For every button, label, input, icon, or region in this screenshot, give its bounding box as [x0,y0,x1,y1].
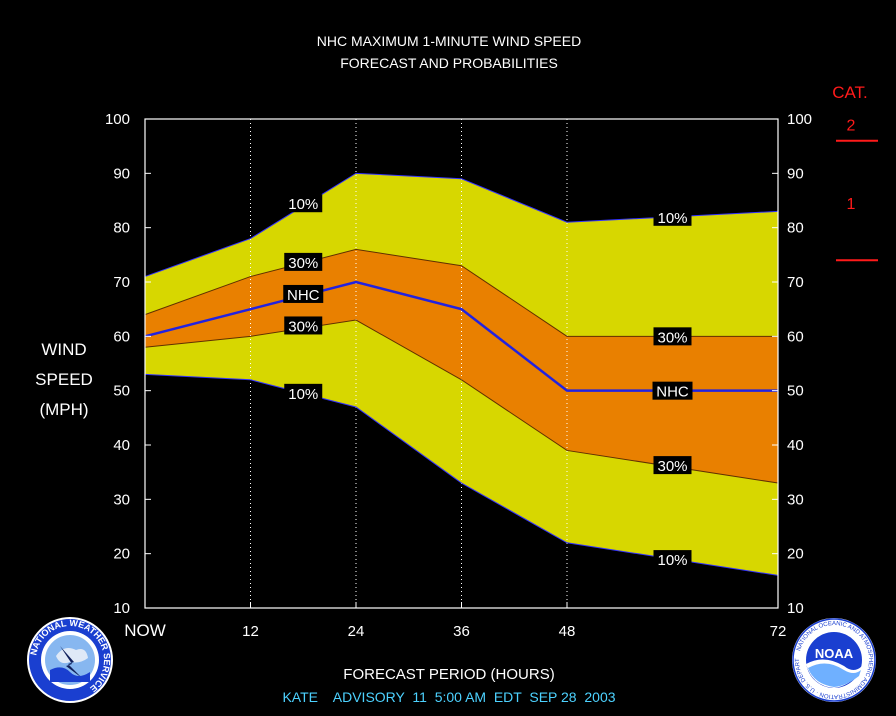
band-labels: 10% 30% NHC 30% 10% 10% 30% NHC 30% 10% [283,194,693,569]
y-tick-label-left: 80 [113,220,130,237]
series-line-forecast [144,280,778,392]
nws-logo-icon: NATIONAL WEATHER SERVICE [27,617,113,703]
x-axis-label: FORECAST PERIOD (HOURS) [343,666,554,683]
band-label-bg [652,381,693,400]
category-scale: CAT. 2 1 [832,83,878,262]
band-label-bg [653,550,692,569]
y-tick-label-right: 30 [787,491,804,508]
band-label-bg [653,327,692,346]
band-label: 30% [657,458,687,475]
x-tick-label: 36 [453,623,470,640]
y-axis-label-line-1: WIND [41,340,86,359]
y-tick-label-left: 70 [113,274,130,291]
band-label-bg [653,207,692,226]
x-tick-label: 24 [348,623,365,640]
band-label-bg [284,383,323,402]
series-lines [144,172,779,576]
y-tick-label-right: 90 [787,165,804,182]
band-label: NHC [656,384,689,401]
band-label: 30% [657,329,687,346]
y-tick-label-left: 50 [113,383,130,400]
y-tick-label-left: 10 [113,600,130,617]
y-tick-label-left: 90 [113,165,130,182]
y-tick-label-left: 30 [113,491,130,508]
y-tick-label-right: 60 [787,328,804,345]
y-tick-label-right: 40 [787,437,804,454]
y-tick-label-left: 20 [113,546,130,563]
band-label-bg [284,194,323,213]
x-tick-label: 12 [242,623,259,640]
series-line-lower-30 [144,319,779,484]
x-tick-label: NOW [124,621,166,640]
y-tick-label-right: 20 [787,546,804,563]
noaa-logo-label: NOAA [815,646,854,661]
advisory-footer: KATE ADVISORY 11 5:00 AM EDT SEP 28 2003 [282,689,615,705]
y-tick-label-right: 50 [787,383,804,400]
y-tick-label-left: 40 [113,437,130,454]
band-label-bg [653,456,692,475]
band-label: NHC [287,287,320,304]
band-label: 10% [288,386,318,403]
x-ticks: NOW 12 24 36 48 72 [124,602,786,640]
category-title: CAT. [832,83,868,102]
series-line-upper-30 [144,248,778,337]
noaa-logo-icon: NOAA NATIONAL OCEANIC AND ATMOSPHERIC AD… [792,618,876,702]
chart-subtitle: FORECAST AND PROBABILITIES [340,55,558,71]
y-axis-label-line-3: (MPH) [39,400,88,419]
chart-title: NHC MAXIMUM 1-MINUTE WIND SPEED [317,33,581,49]
band-label-bg [284,316,323,335]
grid-lines [250,119,568,608]
series-line-lower-10 [144,373,779,576]
y-tick-label-right: 100 [787,111,812,128]
band-label-bg [283,284,324,303]
band-label: 10% [288,196,318,213]
band-label: 30% [288,255,318,272]
y-tick-label-right: 70 [787,274,804,291]
probability-bands [145,173,778,576]
y-ticks-left: 10 20 30 40 50 60 70 80 90 100 [105,111,151,617]
category-label: 1 [847,196,856,213]
y-axis-label-line-2: SPEED [35,370,93,389]
band-label: 10% [657,210,687,227]
series-line-upper-10 [144,172,779,278]
band-label: 10% [657,552,687,569]
band-30-percent [145,249,778,484]
band-label-bg [284,252,323,271]
y-tick-label-left: 60 [113,328,130,345]
band-label: 30% [288,318,318,335]
category-label: 2 [847,117,856,134]
y-ticks-right: 10 20 30 40 50 60 70 80 90 100 [772,111,812,617]
x-tick-label: 48 [559,623,576,640]
y-tick-label-right: 80 [787,220,804,237]
x-tick-label: 72 [770,623,787,640]
y-tick-label-right: 10 [787,600,804,617]
y-tick-label-left: 100 [105,111,130,128]
